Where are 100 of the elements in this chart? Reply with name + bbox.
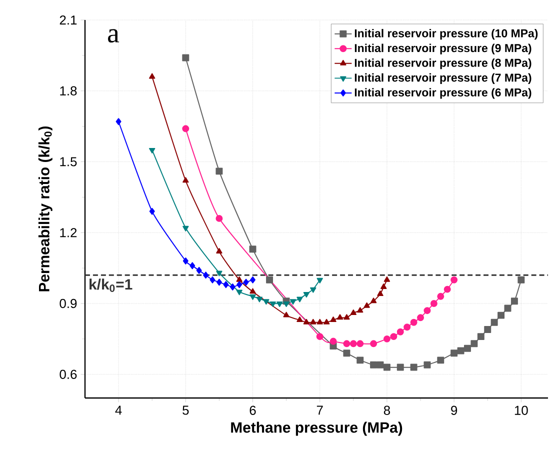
point bbox=[450, 350, 458, 357]
point bbox=[216, 214, 223, 222]
point bbox=[518, 276, 525, 284]
legend-label: Initial reservoir pressure (6 MPa) bbox=[354, 88, 532, 99]
point bbox=[182, 177, 189, 183]
point bbox=[384, 276, 390, 282]
point bbox=[190, 262, 196, 270]
point bbox=[196, 266, 202, 274]
point bbox=[396, 364, 404, 371]
point bbox=[336, 314, 344, 320]
point bbox=[310, 318, 316, 324]
x-tick-label: 8 bbox=[384, 406, 390, 415]
point bbox=[149, 208, 155, 215]
legend-label: Initial reservoir pressure (10 MPa) bbox=[354, 28, 538, 40]
point bbox=[290, 299, 296, 305]
point bbox=[263, 299, 270, 305]
point bbox=[216, 168, 223, 175]
point bbox=[343, 350, 350, 357]
point bbox=[236, 281, 242, 288]
point bbox=[283, 312, 290, 318]
point bbox=[383, 364, 390, 371]
point bbox=[316, 333, 324, 340]
point bbox=[424, 361, 431, 368]
point bbox=[250, 276, 256, 284]
point bbox=[417, 314, 424, 322]
y-tick-label: 1.2 bbox=[60, 228, 77, 238]
point bbox=[498, 312, 505, 319]
point bbox=[437, 356, 444, 364]
point bbox=[296, 296, 303, 302]
point bbox=[470, 340, 478, 348]
x-tick-label: 6 bbox=[250, 406, 256, 415]
point bbox=[283, 302, 290, 307]
point bbox=[344, 314, 350, 320]
legend-label: Initial reservoir pressure (7 MPa) bbox=[354, 73, 532, 84]
point bbox=[383, 335, 390, 342]
point bbox=[249, 246, 256, 253]
point bbox=[484, 326, 492, 333]
point bbox=[210, 276, 216, 284]
point bbox=[296, 316, 303, 322]
point bbox=[303, 318, 310, 324]
point bbox=[270, 302, 276, 307]
point bbox=[182, 54, 190, 62]
point bbox=[216, 248, 222, 254]
point bbox=[266, 276, 274, 284]
point bbox=[330, 316, 336, 322]
point bbox=[357, 307, 364, 313]
point bbox=[370, 298, 377, 304]
x-tick-label: 10 bbox=[514, 406, 528, 415]
point bbox=[116, 118, 122, 126]
point bbox=[424, 307, 431, 314]
point bbox=[250, 288, 256, 294]
legend-label: Initial reservoir pressure (9 MPa) bbox=[354, 44, 532, 54]
point bbox=[276, 302, 283, 307]
point bbox=[490, 318, 498, 326]
point bbox=[310, 287, 316, 293]
x-tick-label: 5 bbox=[182, 406, 189, 415]
point bbox=[149, 73, 156, 79]
point bbox=[223, 281, 229, 288]
point bbox=[450, 276, 458, 284]
y-tick-label: 0.9 bbox=[60, 298, 77, 308]
point bbox=[364, 302, 370, 308]
point bbox=[350, 340, 357, 348]
y-tick-label: 0.6 bbox=[60, 370, 77, 379]
point bbox=[182, 125, 190, 132]
point bbox=[316, 278, 323, 284]
point bbox=[410, 318, 418, 326]
point bbox=[303, 292, 310, 298]
ref-line-label: k/k$_{0}$=1 bbox=[90, 278, 132, 292]
point bbox=[376, 361, 384, 368]
point bbox=[377, 290, 384, 296]
point bbox=[430, 300, 438, 307]
point bbox=[236, 290, 242, 296]
point bbox=[356, 356, 364, 364]
x-tick-label: 7 bbox=[316, 406, 323, 415]
point bbox=[410, 364, 418, 371]
point bbox=[330, 338, 337, 345]
point bbox=[380, 283, 387, 289]
point bbox=[182, 226, 189, 232]
point bbox=[370, 340, 378, 348]
point bbox=[464, 344, 471, 352]
point bbox=[444, 286, 451, 293]
point bbox=[203, 272, 209, 279]
point bbox=[316, 318, 323, 324]
y-tick-label: 2.1 bbox=[60, 15, 77, 25]
point bbox=[437, 292, 444, 300]
point bbox=[343, 340, 350, 348]
x-axis-title: Methane pressure (MPa) bbox=[231, 422, 402, 436]
point bbox=[477, 333, 484, 340]
point bbox=[149, 148, 156, 154]
point bbox=[216, 270, 222, 276]
point bbox=[250, 294, 256, 300]
annotation: a bbox=[108, 29, 120, 43]
point bbox=[350, 309, 356, 315]
point bbox=[396, 328, 404, 336]
point bbox=[216, 278, 222, 286]
point bbox=[457, 347, 464, 354]
point bbox=[243, 278, 249, 286]
point bbox=[256, 296, 263, 302]
point bbox=[356, 340, 364, 348]
point bbox=[390, 333, 398, 340]
